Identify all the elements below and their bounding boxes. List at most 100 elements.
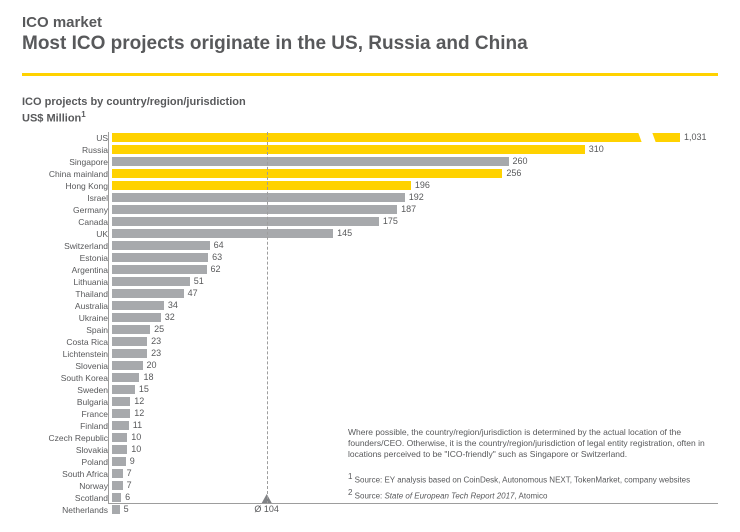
bar-label: Czech Republic [22,434,112,443]
bar-track: 63 [112,252,718,264]
bar-track: 34 [112,300,718,312]
bar-value: 18 [143,372,153,382]
bar-row: Israel192 [22,192,718,204]
bar [112,277,190,286]
bar [112,337,147,346]
bar-label: Thailand [22,290,112,299]
bar-value: 12 [134,408,144,418]
bar [112,361,143,370]
page: ICO market Most ICO projects originate i… [0,0,740,532]
bar-row: Germany187 [22,204,718,216]
bar-track: 310 [112,144,718,156]
bar-track: 12 [112,408,718,420]
bar-highlight [112,145,585,154]
bar-label: South Africa [22,470,112,479]
bar-track: 5 [112,504,718,516]
bar-row: China mainland 256 [22,168,718,180]
bar-row: Lichtenstein23 [22,348,718,360]
bar-highlight [112,181,411,190]
bar-track: 196 [112,180,718,192]
bar [112,397,130,406]
footnote: Where possible, the country/region/juris… [348,427,718,460]
bar-row: Ukraine32 [22,312,718,324]
bar-row: Lithuania51 [22,276,718,288]
bar [112,325,150,334]
bar-value: 25 [154,324,164,334]
bar-row: Thailand 47 [22,288,718,300]
bar-value: 1,031 [684,132,707,142]
bar-label: Bulgaria [22,398,112,407]
bar-track: 187 [112,204,718,216]
bar-track: 12 [112,396,718,408]
bar-value: 34 [168,300,178,310]
bar-row: Australia 34 [22,300,718,312]
bar-track: 18 [112,372,718,384]
source-2-prefix: Source: [352,492,384,501]
bar-row: Canada175 [22,216,718,228]
bar-value: 15 [139,384,149,394]
bar [112,253,208,262]
bar-label: France [22,410,112,419]
source-2-italic: State of European Tech Report 2017 [384,492,514,501]
bar-label: US [22,134,112,143]
accent-rule [22,73,718,76]
bar-row: France 12 [22,408,718,420]
bar [112,481,123,490]
bar-track: 23 [112,336,718,348]
bar [112,241,210,250]
bar-label: Estonia [22,254,112,263]
bar-track: 62 [112,264,718,276]
bar-value: 310 [589,144,604,154]
bar-value: 260 [513,156,528,166]
bar-row: Bulgaria12 [22,396,718,408]
bar [112,217,379,226]
page-title: Most ICO projects originate in the US, R… [22,33,718,55]
bar-highlight [112,133,680,142]
bar-label: South Korea [22,374,112,383]
bar-value: 192 [409,192,424,202]
bar-label: Netherlands [22,506,112,515]
bar-row: Argentina62 [22,264,718,276]
bar-row: South Korea 18 [22,372,718,384]
bar-value: 256 [506,168,521,178]
bar-track: 51 [112,276,718,288]
bar-label: Canada [22,218,112,227]
bar-label: Slovakia [22,446,112,455]
bar [112,385,135,394]
bar-value: 10 [131,444,141,454]
bar-label: Finland [22,422,112,431]
bar-value: 63 [212,252,222,262]
bar-highlight [112,169,502,178]
bar [112,289,184,298]
bar-row: Russia 310 [22,144,718,156]
kicker: ICO market [22,14,718,31]
bar-track: 32 [112,312,718,324]
bar-value: 7 [127,468,132,478]
bar-label: Russia [22,146,112,155]
bar-row: Switzerland64 [22,240,718,252]
bar-value: 47 [188,288,198,298]
bar-value: 9 [130,456,135,466]
bar-track: 175 [112,216,718,228]
chart-title: ICO projects by country/region/jurisdict… [22,96,718,110]
bar-label: Australia [22,302,112,311]
bar-value: 23 [151,336,161,346]
bar-row: Estonia 63 [22,252,718,264]
bar-track: 23 [112,348,718,360]
bar [112,313,161,322]
bar-label: Scotland [22,494,112,503]
bar [112,457,126,466]
bar-label: Switzerland [22,242,112,251]
chart-subtitle-sup: 1 [81,110,85,119]
bar-track: 1,031 [112,132,718,144]
mean-line [267,132,268,504]
bar-label: China mainland [22,170,112,179]
source-1: 1 Source: EY analysis based on CoinDesk,… [348,472,718,486]
bar-label: Hong Kong [22,182,112,191]
bar-value: 196 [415,180,430,190]
bar-row: UK145 [22,228,718,240]
bar [112,505,120,514]
bar-label: Norway [22,482,112,491]
bar-track: 260 [112,156,718,168]
bar-label: UK [22,230,112,239]
